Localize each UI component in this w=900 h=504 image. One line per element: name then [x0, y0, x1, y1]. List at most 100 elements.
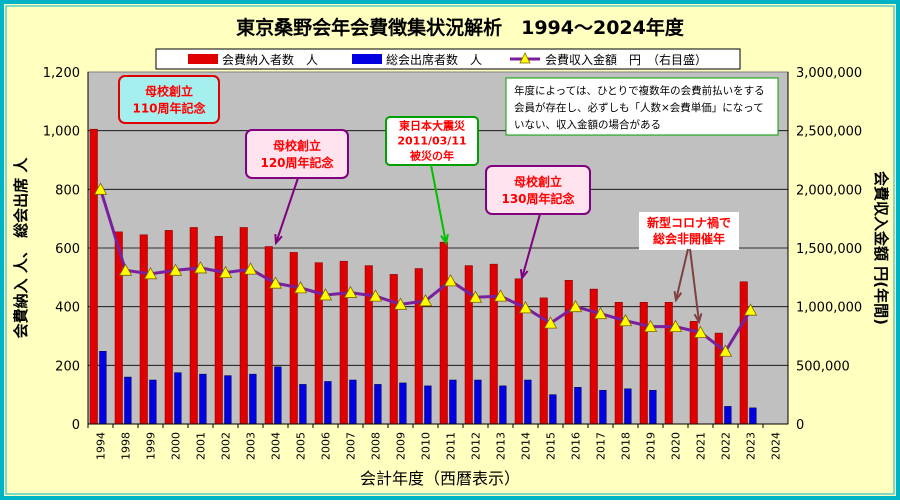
- y-left-tick-label: 0: [72, 418, 80, 433]
- revenue-point-2019: [643, 319, 658, 333]
- bar-members-2023: [739, 281, 748, 425]
- bar-attendance-2009: [399, 382, 407, 425]
- axes: 0 200 400 600 800 1,000 1,200 0 500,000 1,000,000…: [43, 66, 862, 460]
- annotation-text-a130: 母校創立: [514, 174, 562, 189]
- bar-attendance-2012: [474, 379, 482, 425]
- x-tick-label: 2001: [195, 432, 208, 460]
- legend-label-members: 会費納入者数 人: [222, 52, 318, 67]
- annotation-text-a311: 東日本大震災: [399, 119, 466, 133]
- revenue-point-2014: [518, 301, 533, 314]
- bar-members-2001: [189, 227, 198, 425]
- bar-members-1994: [89, 128, 98, 425]
- y-axis-right-label: 会費収入金額 円(年間): [872, 171, 890, 325]
- bar-attendance-2006: [324, 381, 332, 425]
- bars: [89, 128, 757, 425]
- revenue-point-1994: [93, 182, 108, 195]
- bar-members-2002: [214, 236, 223, 425]
- legend-label-revenue: 会費収入金額 円 （右目盛）: [545, 52, 707, 67]
- revenue-point-2008: [368, 289, 383, 302]
- bar-attendance-2008: [374, 384, 382, 425]
- y-right-tick-label: 2,500,000: [796, 125, 862, 140]
- revenue-point-2005: [293, 281, 308, 294]
- legend-label-attendance: 総会出席者数 人: [386, 52, 482, 67]
- revenue-line: [93, 182, 758, 357]
- x-tick-label: 2012: [470, 432, 483, 460]
- bar-members-2004: [264, 246, 273, 425]
- revenue-point-2004: [268, 276, 283, 289]
- bar-attendance-2010: [424, 385, 432, 425]
- y-left-tick-label: 600: [55, 242, 80, 257]
- x-tick-label: 2024: [770, 432, 783, 460]
- bar-members-2006: [314, 262, 323, 425]
- bar-attendance-2000: [174, 372, 182, 425]
- x-tick-label: 2011: [445, 432, 458, 460]
- legend-swatch-members: [188, 54, 218, 64]
- x-tick-label: 2020: [670, 432, 683, 460]
- x-tick-label: 2015: [545, 432, 558, 460]
- x-tick-label: 2008: [370, 432, 383, 460]
- revenue-point-1998: [118, 263, 133, 276]
- y-right-tick-label: 0: [796, 418, 804, 433]
- annotation-text-a120: 120周年記念: [260, 155, 333, 170]
- arrow-covid-1-head: [673, 290, 683, 303]
- arrow-130: [521, 213, 541, 279]
- annotation-text-a311: 2011/03/11: [397, 135, 466, 148]
- bar-attendance-1994: [99, 351, 107, 425]
- bar-attendance-2019: [649, 390, 657, 425]
- annotation-box-a110: [118, 75, 220, 124]
- legend-box: [155, 48, 741, 70]
- x-tick-label: 2004: [270, 432, 283, 460]
- revenue-point-2009: [393, 297, 408, 310]
- bar-members-2017: [589, 288, 598, 425]
- annotation-box-anote: [505, 77, 779, 136]
- revenue-point-2011: [443, 274, 458, 287]
- revenue-point-1999: [143, 266, 158, 280]
- y-left-tick-label: 800: [55, 183, 80, 198]
- revenue-point-2021: [693, 325, 708, 338]
- bar-attendance-2007: [349, 379, 357, 425]
- bar-attendance-2022: [724, 406, 732, 425]
- bar-members-2005: [289, 252, 298, 425]
- revenue-point-2018: [618, 313, 633, 327]
- x-tick-label: 2009: [395, 432, 408, 460]
- bar-attendance-1998: [124, 376, 132, 425]
- x-tick-label: 2010: [420, 432, 433, 460]
- annotation-text-a311: 被災の年: [410, 149, 454, 163]
- annotation-text-a110: 母校創立: [145, 84, 193, 99]
- bar-attendance-2015: [549, 394, 557, 425]
- bar-members-2013: [489, 263, 498, 425]
- bar-members-2007: [339, 260, 348, 425]
- bar-attendance-2001: [199, 373, 207, 425]
- y-right-tick-label: 500,000: [796, 359, 850, 374]
- annotation-box-acovid: [639, 212, 739, 250]
- bar-attendance-2014: [524, 379, 532, 425]
- bar-members-2019: [639, 302, 648, 425]
- revenue-point-2013: [493, 289, 508, 302]
- annotation-text-anote: 年度によっては、ひとりで複数年の会費前払いをする: [514, 84, 765, 97]
- revenue-point-2002: [218, 265, 233, 279]
- annotation-text-a120: 母校創立: [273, 138, 321, 153]
- bar-attendance-2018: [624, 388, 632, 425]
- bar-members-2014: [514, 278, 523, 425]
- legend-marker-revenue: [519, 52, 531, 64]
- revenue-point-2001: [193, 261, 208, 274]
- revenue-point-2006: [318, 288, 333, 301]
- x-tick-label: 2019: [645, 432, 658, 460]
- bar-members-2003: [239, 227, 248, 425]
- revenue-point-2023: [743, 303, 758, 316]
- y-right-tick-label: 2,000,000: [796, 183, 862, 198]
- x-tick-label: 2003: [245, 432, 258, 460]
- x-tick-label: 2013: [495, 432, 508, 460]
- y-right-tick-label: 1,500,000: [796, 242, 862, 257]
- x-tick-label: 2016: [570, 432, 583, 460]
- x-tick-label: 2023: [745, 432, 758, 460]
- annotation-text-acovid: 総会非開催年: [653, 231, 725, 246]
- revenue-point-2016: [568, 299, 583, 313]
- y-right-tick-label: 3,000,000: [796, 66, 862, 81]
- x-tick-label: 1998: [120, 432, 133, 460]
- bar-attendance-2013: [499, 385, 507, 425]
- bar-members-2010: [414, 268, 423, 425]
